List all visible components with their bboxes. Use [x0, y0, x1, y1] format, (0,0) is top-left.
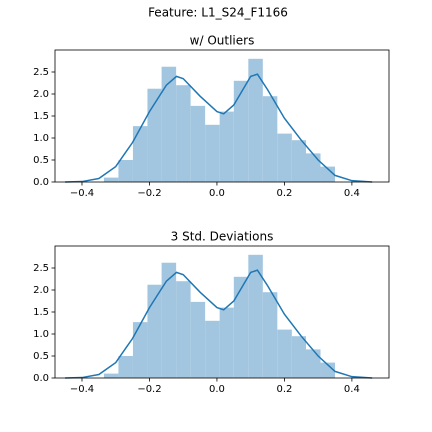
axes-frame	[54, 49, 390, 183]
bar	[248, 254, 263, 378]
y-tick-label: 0.5	[33, 155, 49, 166]
x-tick-label: −0.4	[70, 384, 94, 395]
kde-line	[65, 73, 373, 183]
bar	[190, 301, 206, 378]
bar	[161, 262, 177, 378]
bar	[132, 322, 148, 378]
bar	[320, 362, 336, 378]
y-tick-label: 0.0	[33, 373, 49, 384]
x-tick-label: −0.4	[70, 188, 94, 199]
bar	[147, 284, 162, 378]
bar	[205, 320, 220, 378]
y-tick-label: 2.0	[33, 89, 49, 100]
y-tick-label: 0.5	[33, 351, 49, 362]
bar	[320, 166, 336, 182]
y-tick-label: 1.0	[33, 133, 49, 144]
bar	[190, 105, 206, 182]
bar	[262, 96, 278, 182]
x-tick-label: 0.0	[209, 188, 225, 199]
bar	[205, 124, 220, 182]
y-tick-label: 2.5	[33, 67, 49, 78]
bar	[291, 140, 307, 182]
bar	[147, 88, 162, 182]
y-tick-label: 1.0	[33, 329, 49, 340]
x-tick-label: 0.0	[209, 384, 225, 395]
bar	[103, 373, 119, 378]
figure-title: Feature: L1_S24_F1166	[148, 6, 288, 20]
y-tick-label: 1.5	[33, 307, 49, 318]
x-tick-label: 0.2	[276, 188, 292, 199]
bar	[103, 177, 119, 182]
bar	[233, 276, 249, 378]
axes-title: 3 Std. Deviations	[171, 230, 274, 244]
bar	[132, 126, 148, 182]
bar	[161, 66, 177, 182]
bar	[291, 336, 307, 378]
axes-title: w/ Outliers	[190, 34, 255, 48]
bar	[118, 160, 133, 182]
y-tick-label: 0.0	[33, 177, 49, 188]
bar	[248, 58, 263, 182]
x-tick-label: 0.4	[344, 384, 360, 395]
x-tick-label: 0.2	[276, 384, 292, 395]
bar	[176, 85, 191, 182]
axes-frame	[54, 245, 390, 379]
y-tick-label: 1.5	[33, 111, 49, 122]
bar	[118, 356, 133, 378]
bar	[277, 133, 292, 182]
y-tick-label: 2.5	[33, 263, 49, 274]
bar	[306, 153, 321, 182]
x-tick-label: −0.2	[137, 384, 161, 395]
bar	[277, 329, 292, 378]
bar	[219, 307, 234, 378]
kde-line	[65, 269, 373, 379]
bar	[233, 80, 249, 182]
y-tick-label: 2.0	[33, 285, 49, 296]
x-tick-label: 0.4	[344, 188, 360, 199]
bar	[176, 281, 191, 378]
bar	[262, 292, 278, 378]
bar	[306, 349, 321, 378]
x-tick-label: −0.2	[137, 188, 161, 199]
bar	[219, 111, 234, 182]
